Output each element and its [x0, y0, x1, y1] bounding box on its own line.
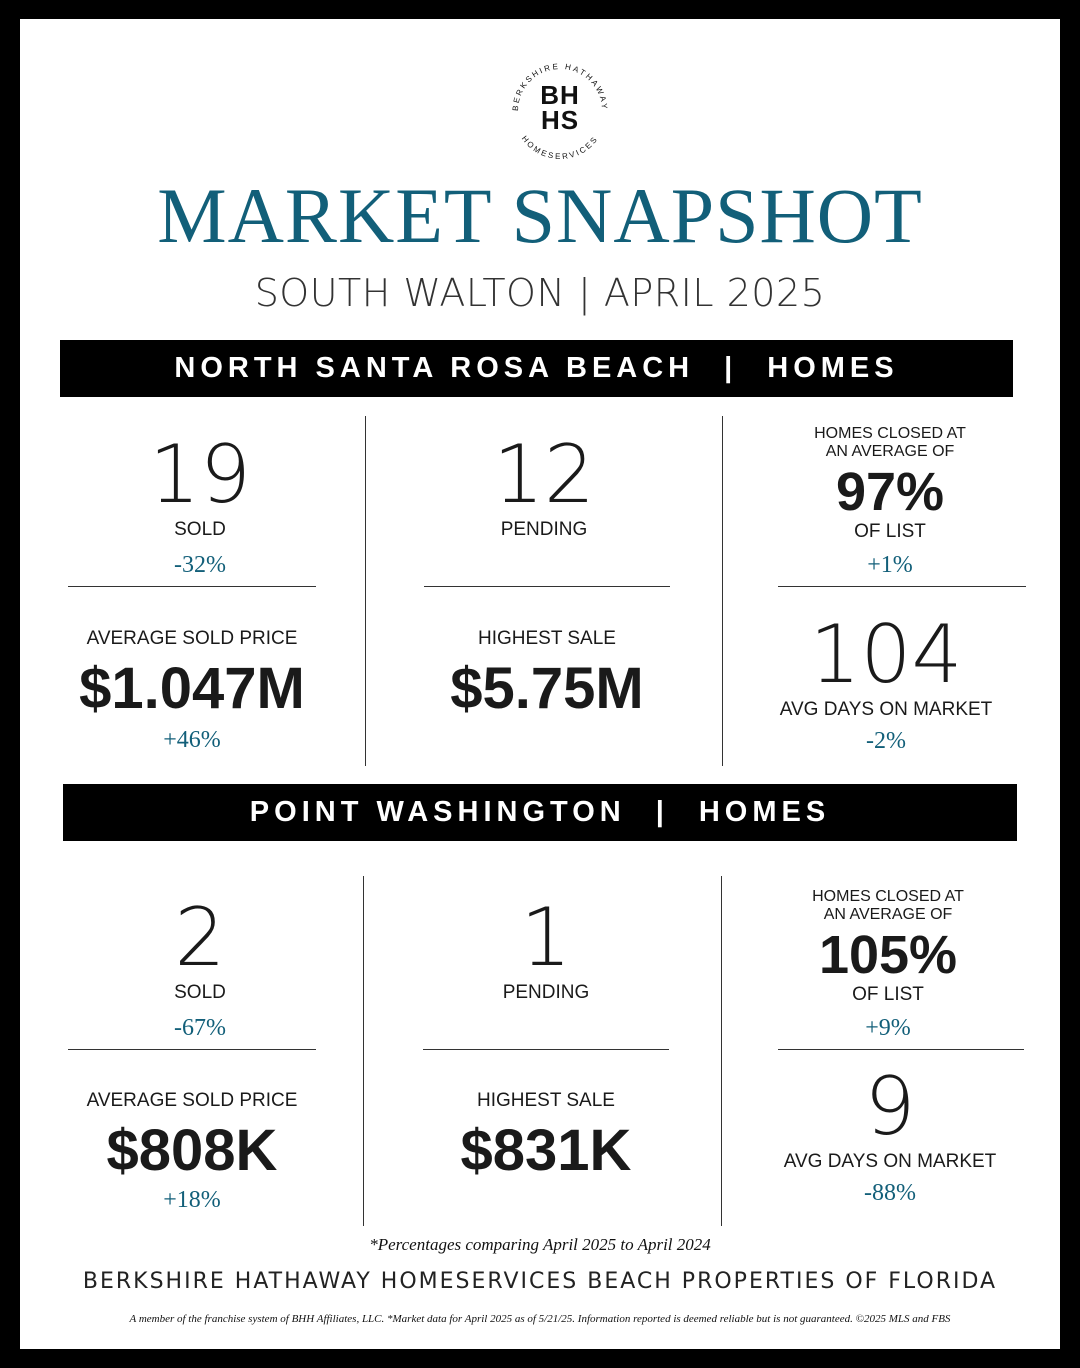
- avg-price-label: AVERAGE SOLD PRICE: [86, 628, 298, 649]
- dom-value: 9: [864, 1060, 916, 1153]
- dom-label: AVG DAYS ON MARKET: [779, 699, 993, 720]
- market-snapshot-flyer: BERKSHIRE HATHAWAY HOMESERVICES BH HS MA…: [20, 19, 1060, 1349]
- highest-sale-label: HIGHEST SALE: [478, 628, 616, 649]
- stat-percent-of-list: HOMES CLOSED AT AN AVERAGE OF 97% OF LIS…: [770, 425, 1010, 579]
- dom-change: -2%: [866, 728, 906, 754]
- page-title: MARKET SNAPSHOT: [157, 172, 923, 259]
- column-divider: [721, 876, 722, 1226]
- sold-change: -32%: [174, 552, 226, 578]
- sold-change: -67%: [174, 1015, 226, 1041]
- sold-count: 19: [149, 428, 251, 521]
- stat-highest-sale: HIGHEST SALE $5.75M: [424, 628, 670, 720]
- list-percent: 97%: [835, 462, 945, 522]
- list-label: OF LIST: [854, 521, 926, 542]
- row-divider: [778, 586, 1026, 587]
- highest-sale-value: $831K: [460, 1118, 632, 1183]
- pending-count: 1: [520, 891, 572, 984]
- dom-value: 104: [809, 608, 963, 701]
- banner-type: HOMES: [698, 796, 831, 828]
- stat-highest-sale: HIGHEST SALE $831K: [423, 1090, 669, 1182]
- sold-label: SOLD: [174, 982, 226, 1003]
- banner-separator: |: [724, 352, 738, 384]
- dom-label: AVG DAYS ON MARKET: [783, 1151, 997, 1172]
- row-divider: [778, 1049, 1024, 1050]
- svg-text:HOMESERVICES: HOMESERVICES: [520, 134, 600, 161]
- stat-avg-days-on-market: 104 AVG DAYS ON MARKET -2%: [760, 613, 1012, 755]
- stat-average-sold-price: AVERAGE SOLD PRICE $808K +18%: [60, 1090, 324, 1214]
- row-divider: [424, 586, 670, 587]
- list-change: +1%: [867, 552, 913, 578]
- avg-price-value: $1.047M: [79, 656, 305, 721]
- dom-change: -88%: [864, 1180, 916, 1206]
- legal-disclaimer: A member of the franchise system of BHH …: [129, 1313, 951, 1325]
- banner-area: NORTH SANTA ROSA BEACH: [174, 352, 695, 384]
- stat-pending: 1 PENDING: [426, 896, 666, 1004]
- highest-sale-label: HIGHEST SALE: [477, 1090, 615, 1111]
- row-divider: [68, 586, 316, 587]
- stat-sold: 19 SOLD -32%: [80, 433, 320, 579]
- column-divider: [363, 876, 364, 1226]
- stat-sold: 2 SOLD -67%: [80, 896, 320, 1042]
- pending-label: PENDING: [502, 982, 590, 1003]
- list-label: OF LIST: [852, 984, 924, 1005]
- list-pre-line2: AN AVERAGE OF: [825, 443, 955, 460]
- stat-percent-of-list: HOMES CLOSED AT AN AVERAGE OF 105% OF LI…: [768, 888, 1008, 1042]
- column-divider: [722, 416, 723, 766]
- column-divider: [365, 416, 366, 766]
- logo-monogram-top: BH: [540, 80, 580, 110]
- percentage-footnote: *Percentages comparing April 2025 to Apr…: [369, 1235, 711, 1254]
- logo-ring-bottom: HOMESERVICES: [520, 134, 598, 161]
- stat-pending: 12 PENDING: [424, 433, 664, 541]
- banner-separator: |: [655, 796, 669, 828]
- list-pre-line1: HOMES CLOSED AT: [812, 888, 964, 905]
- bhhs-logo: BERKSHIRE HATHAWAY HOMESERVICES BH HS: [504, 55, 616, 167]
- sold-label: SOLD: [174, 519, 226, 540]
- sold-count: 2: [174, 891, 226, 984]
- section-banner-north-santa-rosa-beach: NORTH SANTA ROSA BEACH | HOMES: [60, 340, 1013, 397]
- banner-area: POINT WASHINGTON: [249, 796, 626, 828]
- pending-count: 12: [493, 428, 595, 521]
- stat-average-sold-price: AVERAGE SOLD PRICE $1.047M +46%: [60, 628, 324, 754]
- avg-price-label: AVERAGE SOLD PRICE: [86, 1090, 298, 1111]
- list-percent: 105%: [818, 925, 958, 985]
- logo-seal-icon: BERKSHIRE HATHAWAY HOMESERVICES: [511, 62, 607, 161]
- logo-monogram: BH HS: [504, 80, 616, 135]
- list-pre-line1: HOMES CLOSED AT: [814, 425, 966, 442]
- avg-price-change: +18%: [163, 1187, 221, 1213]
- avg-price-value: $808K: [106, 1118, 278, 1183]
- avg-price-change: +46%: [163, 727, 221, 753]
- banner-type: HOMES: [767, 352, 899, 384]
- list-pre-line2: AN AVERAGE OF: [823, 906, 953, 923]
- stat-avg-days-on-market: 9 AVG DAYS ON MARKET -88%: [764, 1065, 1016, 1207]
- pending-label: PENDING: [500, 519, 588, 540]
- highest-sale-value: $5.75M: [450, 656, 644, 721]
- section-banner-point-washington: POINT WASHINGTON | HOMES: [63, 784, 1017, 841]
- company-name: BERKSHIRE HATHAWAY HOMESERVICES BEACH PR…: [82, 1269, 998, 1294]
- row-divider: [423, 1049, 669, 1050]
- page-subtitle: SOUTH WALTON | APRIL 2025: [254, 271, 826, 315]
- logo-monogram-bottom: HS: [540, 105, 580, 135]
- row-divider: [68, 1049, 316, 1050]
- list-change: +9%: [865, 1015, 911, 1041]
